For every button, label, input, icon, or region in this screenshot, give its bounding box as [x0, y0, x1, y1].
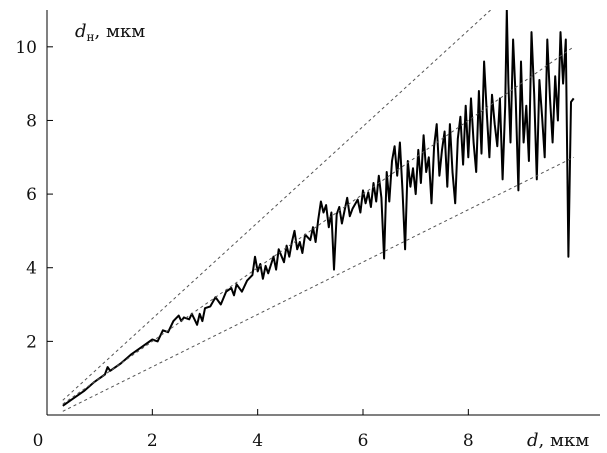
x-axis-label-unit: , мкм: [539, 430, 590, 451]
y-tick-label: 2: [26, 332, 37, 352]
y-tick-label: 6: [26, 185, 37, 205]
plot-frame: [46, 10, 600, 416]
y-axis-label-subscript: н: [87, 30, 95, 44]
y-tick-label: 4: [26, 259, 37, 279]
y-axis-label: dн, мкм: [75, 21, 145, 44]
x-axis-label-var: d: [527, 430, 539, 451]
bound-line-1: [62, 10, 492, 401]
x-tick-label: 0: [33, 431, 44, 451]
y-tick-label: 10: [15, 38, 37, 58]
ticks-layer: 0 2 4 6 8 2 4 6 8 10: [15, 38, 473, 451]
x-tick-label: 6: [358, 431, 369, 451]
series-layer: [62, 10, 575, 412]
x-tick-label: 2: [147, 431, 158, 451]
bound-line-3: [62, 156, 574, 412]
y-axis-label-unit: , мкм: [95, 21, 146, 42]
x-axis-label: d, мкм: [527, 430, 589, 451]
x-tick-label: 8: [463, 431, 474, 451]
y-tick-label: 8: [26, 111, 37, 131]
x-tick-label: 4: [252, 431, 263, 451]
data-series-line: [62, 10, 575, 407]
bound-line-2: [62, 46, 574, 405]
y-axis-label-var: d: [75, 21, 87, 42]
